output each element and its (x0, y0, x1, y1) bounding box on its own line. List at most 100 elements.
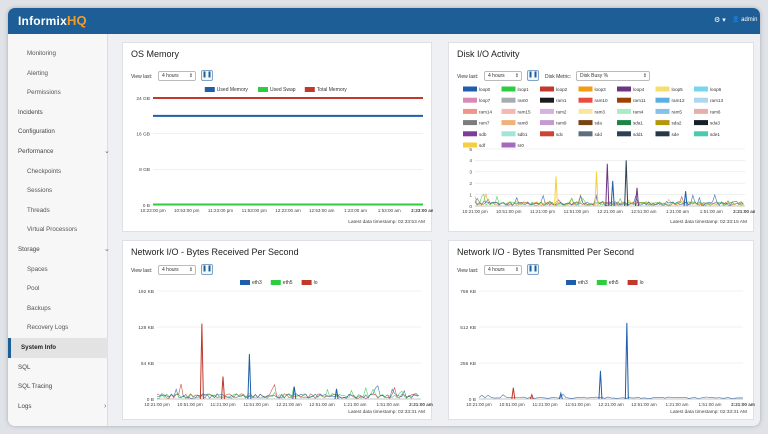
legend-swatch[interactable] (655, 86, 670, 92)
sidebar-item-performance[interactable]: Performance ⌄ (18, 146, 110, 158)
legend-swatch[interactable] (304, 87, 315, 92)
sidebar-item-storage[interactable]: Storage ⌄ (18, 244, 110, 256)
legend-swatch[interactable] (463, 108, 477, 114)
legend-swatch[interactable] (258, 87, 268, 92)
legend-swatch[interactable] (578, 97, 593, 103)
sidebar-item-recovery-logs[interactable]: Recovery Logs (27, 322, 68, 334)
legend-swatch[interactable] (617, 97, 631, 103)
spike-mark[interactable] (247, 353, 252, 400)
legend-swatch[interactable] (655, 120, 670, 126)
legend-swatch[interactable] (301, 280, 312, 285)
spike-mark[interactable] (624, 160, 629, 207)
sidebar-item-threads[interactable]: Threads (27, 205, 50, 217)
sidebar-item-sql[interactable]: SQL (18, 362, 30, 374)
legend-swatch[interactable] (578, 131, 593, 137)
sidebar-item-incidents[interactable]: Incidents (18, 107, 43, 119)
legend-swatch[interactable] (617, 86, 631, 92)
sidebar-item-spaces[interactable]: Spaces (27, 264, 48, 276)
legend-swatch[interactable] (463, 131, 477, 137)
range-select[interactable]: 4 hours ⇕ (158, 265, 196, 275)
legend-swatch[interactable] (617, 108, 631, 114)
legend-label: ram11 (633, 98, 646, 103)
legend-swatch[interactable] (501, 142, 516, 148)
pause-button[interactable]: ❚❚ (527, 70, 539, 81)
gear-icon[interactable]: ⚙ ▾ (714, 17, 726, 24)
x-tick-label: 2:21:00 am (733, 209, 755, 214)
sidebar-item-permissions[interactable]: Permissions (27, 87, 61, 99)
spike-mark[interactable] (221, 376, 225, 400)
sidebar-item-sql-tracing[interactable]: SQL Tracing (18, 381, 52, 393)
legend-swatch[interactable] (463, 120, 477, 126)
legend-swatch[interactable] (463, 97, 477, 103)
spike-mark[interactable] (594, 171, 599, 207)
legend-swatch[interactable] (540, 86, 554, 92)
legend-swatch[interactable] (694, 97, 708, 103)
range-select[interactable]: 4 hours ⇕ (484, 265, 522, 275)
disk-metric-select[interactable]: Disk Busy % ⇕ (576, 71, 650, 81)
legend-swatch[interactable] (270, 280, 281, 285)
legend-swatch[interactable] (655, 97, 670, 103)
sidebar-item-checkpoints[interactable]: Checkpoints (27, 166, 61, 178)
legend-swatch[interactable] (501, 120, 516, 126)
sidebar-item-label: Monitoring (27, 50, 56, 57)
legend-label: loop6 (710, 87, 722, 92)
legend-swatch[interactable] (501, 108, 516, 114)
legend-swatch[interactable] (540, 131, 554, 137)
spike-mark[interactable] (605, 163, 610, 207)
legend-swatch[interactable] (694, 131, 708, 137)
user-menu[interactable]: 👤 admin (732, 17, 758, 23)
sidebar-item-pool[interactable]: Pool (27, 283, 39, 295)
legend-swatch[interactable] (566, 280, 576, 285)
pause-button[interactable]: ❚❚ (201, 70, 213, 81)
sidebar-item-logs[interactable]: Logs › (18, 401, 106, 413)
legend-swatch[interactable] (463, 142, 477, 148)
spike-mark[interactable] (199, 323, 204, 400)
spike-mark[interactable] (598, 370, 603, 400)
sidebar-item-monitoring[interactable]: Monitoring (27, 48, 56, 60)
spike-mark[interactable] (511, 387, 516, 400)
spike-mark[interactable] (334, 388, 339, 400)
legend-swatch[interactable] (578, 108, 593, 114)
legend-swatch[interactable] (655, 131, 670, 137)
range-select[interactable]: 4 hours ⇕ (158, 71, 196, 81)
legend-swatch[interactable] (694, 120, 708, 126)
legend-swatch[interactable] (540, 97, 554, 103)
spike-mark[interactable] (292, 386, 297, 400)
range-select[interactable]: 4 hours ⇕ (484, 71, 522, 81)
legend-swatch[interactable] (540, 108, 554, 114)
spike-mark[interactable] (610, 180, 615, 207)
pause-button[interactable]: ❚❚ (527, 264, 539, 275)
spike-mark[interactable] (554, 176, 558, 207)
sidebar-item-backups[interactable]: Backups (27, 303, 51, 315)
x-tick-label: 12:53:00 am (309, 208, 335, 213)
spike-mark[interactable] (635, 187, 639, 207)
sidebar-item-system-info[interactable]: System Info (8, 338, 108, 358)
legend-swatch[interactable] (655, 108, 670, 114)
sidebar-item-virtual-processors[interactable]: Virtual Processors (27, 224, 77, 236)
legend-swatch[interactable] (617, 120, 631, 126)
legend-swatch[interactable] (204, 87, 215, 92)
legend-swatch[interactable] (501, 97, 516, 103)
spike-mark[interactable] (683, 191, 688, 207)
legend-swatch[interactable] (578, 86, 593, 92)
legend-swatch[interactable] (694, 108, 708, 114)
sidebar-item-alerting[interactable]: Alerting (27, 68, 48, 80)
sidebar-item-sessions[interactable]: Sessions (27, 185, 52, 197)
legend-swatch[interactable] (240, 280, 250, 285)
spike-mark[interactable] (624, 323, 629, 400)
legend-swatch[interactable] (578, 120, 593, 126)
sidebar-item-configuration[interactable]: Configuration (18, 126, 55, 138)
app-logo[interactable]: InformixHQ (18, 13, 87, 28)
legend-swatch[interactable] (540, 120, 554, 126)
sidebar-item-label: Sessions (27, 187, 53, 195)
legend-swatch[interactable] (694, 86, 708, 92)
legend-swatch[interactable] (501, 131, 516, 137)
spike-mark[interactable] (529, 393, 534, 400)
legend-swatch[interactable] (596, 280, 607, 285)
legend-swatch[interactable] (501, 86, 516, 92)
legend-swatch[interactable] (463, 86, 477, 92)
spike-mark[interactable] (558, 391, 563, 400)
pause-button[interactable]: ❚❚ (201, 264, 213, 275)
legend-swatch[interactable] (627, 280, 638, 285)
legend-swatch[interactable] (617, 131, 631, 137)
